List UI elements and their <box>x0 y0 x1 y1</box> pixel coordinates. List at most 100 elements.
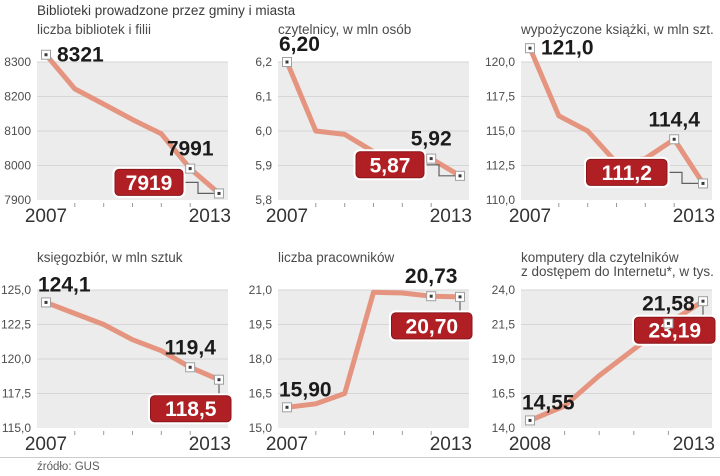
value-label-second-last: 21,58 <box>642 292 695 315</box>
y-axis-tick-label: 6,1 <box>255 90 272 104</box>
value-label-first: 121,0 <box>541 37 594 60</box>
y-axis-tick-label: 5,9 <box>255 159 272 173</box>
x-axis-label-last: 2013 <box>673 434 715 455</box>
data-point-dot <box>44 53 48 57</box>
chart-title-komputery: komputery dla czytelników z dostępem do … <box>521 250 714 279</box>
value-label-second-last: 119,4 <box>164 336 216 359</box>
y-axis-tick-label: 24,0 <box>492 283 516 297</box>
chart-title-wypozyczone-ksiazki: wypożyczone książki, w mln szt. <box>521 22 714 37</box>
y-axis-tick-label: 117,5 <box>2 387 31 401</box>
y-axis-tick-label: 15,0 <box>249 421 273 435</box>
y-axis-tick-label: 120,0 <box>485 55 515 69</box>
x-axis-label-last: 2013 <box>430 206 472 227</box>
y-axis-tick-label: 16,5 <box>249 387 273 401</box>
y-axis-tick-label: 8100 <box>4 124 31 138</box>
value-label-second-last: 5,92 <box>411 128 452 151</box>
value-badge-label: 111,2 <box>602 162 652 185</box>
data-point-dot <box>188 365 192 369</box>
value-label-first: 14,55 <box>522 391 575 414</box>
data-point-dot <box>429 157 433 161</box>
data-point-dot <box>429 294 433 298</box>
x-axis-label-first: 2007 <box>25 206 67 227</box>
data-point-dot <box>458 174 462 178</box>
chart-title-liczba-bibliotek: liczba bibliotek i filii <box>37 22 152 37</box>
chart-cell-ksiegozbior: księgozbiór, w mln sztuk 125,0 122,5 120,0… <box>1 250 236 462</box>
y-axis-tick-label: 7900 <box>4 193 31 207</box>
data-point-dot <box>44 300 48 304</box>
x-axis-label-first: 2007 <box>25 434 67 455</box>
y-axis-tick-label: 115,0 <box>2 421 31 435</box>
data-point-dot <box>285 60 289 64</box>
chart-title-ksiegozbior: księgozbiór, w mln sztuk <box>37 250 183 265</box>
value-label-first: 15,90 <box>279 378 332 401</box>
value-badge-label: 5,87 <box>370 154 411 177</box>
value-badge <box>391 312 473 340</box>
y-axis-tick-label: 117,5 <box>486 90 515 104</box>
x-axis-label-last: 2013 <box>673 206 715 227</box>
y-axis-tick-label: 120,0 <box>1 352 31 366</box>
y-axis-tick-label: 115,0 <box>486 124 515 138</box>
y-axis-tick-label: 19,5 <box>249 318 273 332</box>
data-point-dot <box>285 405 289 409</box>
footer-divider <box>0 457 720 458</box>
x-axis-label-last: 2013 <box>189 206 231 227</box>
value-label-second-last: 7991 <box>167 138 214 161</box>
value-badge-label: 7919 <box>126 172 173 195</box>
y-axis-tick-label: 8300 <box>4 55 31 69</box>
chart-cell-liczba-bibliotek: liczba bibliotek i filii 8300 8200 8100 800… <box>2 22 236 234</box>
data-point-dot <box>666 321 670 325</box>
value-label-first: 124,1 <box>38 273 91 296</box>
data-point-dot <box>217 191 221 195</box>
value-badge-label: 23,19 <box>649 320 702 343</box>
data-point-dot <box>217 378 221 382</box>
data-point-dot <box>528 46 532 50</box>
value-badge <box>634 316 716 344</box>
y-axis-tick-label: 16,5 <box>492 387 516 401</box>
value-label-first: 8321 <box>57 43 104 66</box>
chart-cell-liczba-pracownikow: liczba pracowników 21,0 19,5 18,0 16,5 15,0 2… <box>243 250 477 462</box>
y-axis-tick-label: 110,0 <box>486 193 515 207</box>
source-label: źródło: GUS <box>37 461 100 473</box>
value-label-second-last: 114,4 <box>648 108 700 131</box>
value-badge <box>586 158 668 186</box>
chart-cell-wypozyczone-ksiazki: wypożyczone książki, w mln szt. 120,0 117… <box>485 22 720 234</box>
value-label-first: 6,20 <box>279 33 320 56</box>
y-axis-tick-label: 8200 <box>4 90 31 104</box>
data-point-dot <box>528 418 532 422</box>
badge-connector <box>667 171 698 184</box>
y-axis-tick-label: 18,0 <box>249 352 273 366</box>
y-axis-tick-label: 125,0 <box>1 283 31 297</box>
badge-connector <box>424 164 455 177</box>
chart-cell-czytelnicy: czytelnicy, w mln osób 6,2 6,1 6,0 5,9 5,8 20… <box>243 22 477 234</box>
chart-cell-komputery: komputery dla czytelników z dostępem do … <box>486 250 720 462</box>
y-axis-tick-label: 19,0 <box>492 352 516 366</box>
y-axis-tick-label: 6,2 <box>255 55 272 69</box>
y-axis-tick-label: 122,5 <box>1 318 31 332</box>
y-axis-tick-label: 21,5 <box>492 318 516 332</box>
x-axis-label-first: 2008 <box>509 434 551 455</box>
chart-title-czytelnicy: czytelnicy, w mln osób <box>278 22 412 37</box>
value-badge <box>114 168 184 196</box>
x-axis-label-last: 2013 <box>430 434 472 455</box>
value-label-second-last: 20,73 <box>405 265 458 288</box>
y-axis-tick-label: 8000 <box>4 159 31 173</box>
y-axis-tick-label: 6,0 <box>255 124 272 138</box>
x-axis-label-last: 2013 <box>189 434 231 455</box>
y-axis-tick-label: 5,8 <box>255 193 272 207</box>
value-badge-label: 20,70 <box>406 315 459 338</box>
x-axis-label-first: 2007 <box>266 434 308 455</box>
x-axis-label-first: 2007 <box>266 206 308 227</box>
page-title: Biblioteki prowadzone przez gminy i mias… <box>37 3 296 18</box>
badge-connector <box>183 181 214 194</box>
value-badge-label: 118,5 <box>165 398 217 421</box>
data-point-dot <box>701 299 705 303</box>
y-axis-tick-label: 112,5 <box>486 159 515 173</box>
data-point-dot <box>458 295 462 299</box>
